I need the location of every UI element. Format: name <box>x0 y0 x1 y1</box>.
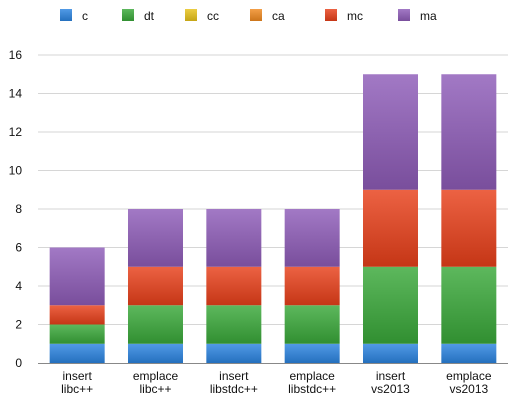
x-tick-label: emplace <box>133 369 179 383</box>
bar-segment-c <box>49 343 105 363</box>
bar-segment-c <box>363 343 418 363</box>
bar-segment-dt <box>284 305 340 344</box>
bar-segment-ma <box>128 209 183 267</box>
bar-segment-mc <box>441 189 497 267</box>
x-tick-label: libstdc++ <box>288 382 336 396</box>
x-tick-label: libc++ <box>139 382 171 396</box>
bar-segment-dt <box>206 305 262 344</box>
bar-segment-ma <box>284 209 340 267</box>
x-tick-label: libstdc++ <box>210 382 258 396</box>
y-tick-label: 0 <box>15 356 22 370</box>
bar-segment-ma <box>49 247 105 306</box>
bar-segment-c <box>284 343 340 363</box>
y-axis: 0 2 4 6 8 10 12 14 16 <box>9 48 23 370</box>
bar-segment-mc <box>363 189 418 267</box>
bar-segment-dt <box>128 305 183 344</box>
gridlines <box>38 54 508 325</box>
x-tick-label: insert <box>62 369 92 383</box>
legend-swatch-mc <box>325 9 337 21</box>
legend-swatch-c <box>60 9 72 21</box>
bar-segment-mc <box>49 305 105 325</box>
legend-label-dt: dt <box>144 9 155 23</box>
bar-segment-dt <box>49 324 105 344</box>
legend: c dt cc ca mc ma <box>60 9 437 23</box>
legend-swatch-dt <box>122 9 134 21</box>
bar-segment-dt <box>441 266 497 344</box>
x-tick-label: vs2013 <box>371 382 410 396</box>
y-tick-label: 12 <box>9 125 23 139</box>
bar-segment-mc <box>284 266 340 306</box>
y-tick-label: 2 <box>15 318 22 332</box>
y-tick-label: 10 <box>9 164 23 178</box>
legend-swatch-ca <box>250 9 262 21</box>
x-tick-label: emplace <box>446 369 492 383</box>
bar-segment-ma <box>441 74 497 190</box>
x-tick-label: libc++ <box>61 382 93 396</box>
bar-segment-ma <box>206 209 262 267</box>
y-tick-label: 6 <box>15 241 22 255</box>
bar-segment-mc <box>206 266 262 306</box>
bar-segment-c <box>128 343 183 363</box>
x-tick-label: insert <box>376 369 406 383</box>
bar-segment-c <box>441 343 497 363</box>
legend-label-cc: cc <box>207 9 219 23</box>
bar-segment-mc <box>128 266 183 306</box>
bar-segment-ma <box>363 74 418 190</box>
legend-label-ca: ca <box>272 9 285 23</box>
bars <box>49 74 497 363</box>
bar-segment-dt <box>363 266 418 344</box>
y-tick-label: 16 <box>9 48 23 62</box>
bar-segment-c <box>206 343 262 363</box>
legend-swatch-cc <box>185 9 197 21</box>
x-tick-label: emplace <box>289 369 335 383</box>
legend-label-c: c <box>82 9 88 23</box>
legend-label-ma: ma <box>420 9 437 23</box>
x-tick-label: insert <box>219 369 249 383</box>
legend-swatch-ma <box>398 9 410 21</box>
x-axis: insertlibc++emplacelibc++insertlibstdc++… <box>38 363 508 396</box>
y-tick-label: 14 <box>9 87 23 101</box>
y-tick-label: 8 <box>15 202 22 216</box>
y-tick-label: 4 <box>15 279 22 293</box>
x-tick-label: vs2013 <box>449 382 488 396</box>
legend-label-mc: mc <box>347 9 363 23</box>
